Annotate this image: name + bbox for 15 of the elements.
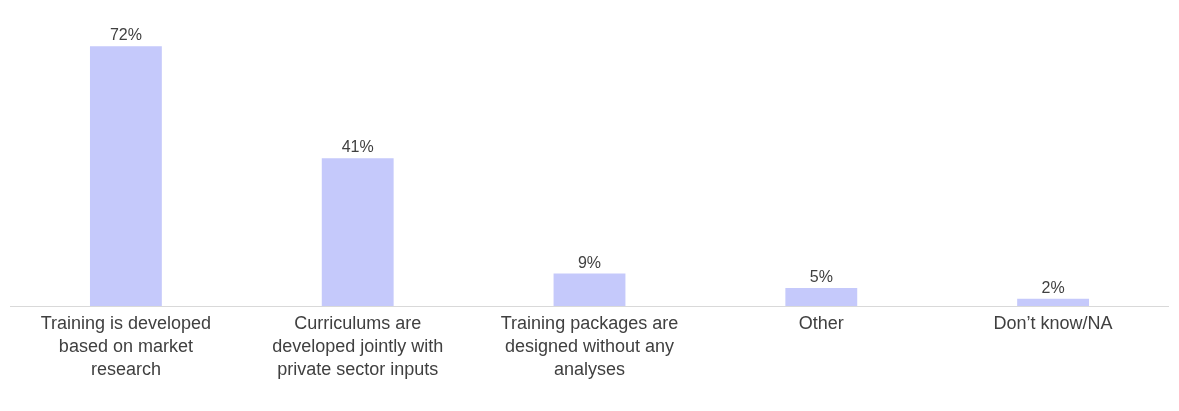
bar: [321, 158, 394, 306]
bar: [1017, 298, 1090, 306]
data-label: 41%: [341, 138, 374, 156]
data-label: 5%: [809, 267, 833, 285]
bar: [553, 273, 626, 306]
x-tick-label: Other: [798, 312, 844, 333]
x-tick-label: Curriculums are developed jointly with private sector inputs: [272, 312, 444, 380]
bar: [89, 46, 162, 306]
data-label: 2%: [1041, 278, 1065, 296]
data-label: 72%: [109, 26, 142, 44]
x-tick-label: Training is developed based on market research: [40, 312, 212, 380]
x-tick-label: Training packages are designed without any analyses: [500, 312, 679, 380]
bar: [785, 287, 858, 306]
x-tick-label: Don’t know/NA: [993, 312, 1113, 333]
data-label: 9%: [577, 253, 602, 271]
